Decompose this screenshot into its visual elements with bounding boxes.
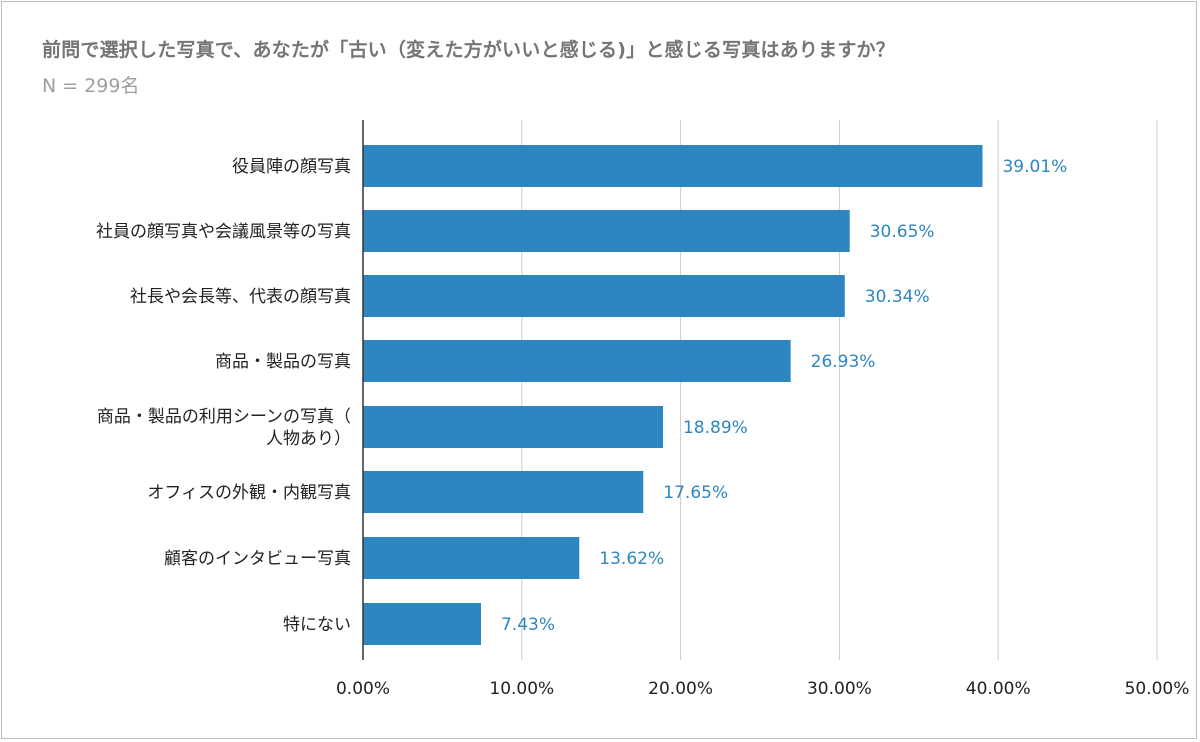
- data-label: 30.65%: [870, 222, 935, 242]
- x-tick-label: 20.00%: [648, 679, 713, 699]
- category-label: 顧客のインタビュー写真: [164, 549, 351, 569]
- data-label: 17.65%: [663, 483, 728, 503]
- x-tick-label: 40.00%: [966, 679, 1031, 699]
- chart-title: 前問で選択した写真で、あなたが「古い（変えた方がいいと感じる)」と感じる写真はあ…: [42, 39, 895, 61]
- bar: [363, 210, 850, 252]
- category-label: 商品・製品の写真: [215, 352, 351, 372]
- x-tick-label: 50.00%: [1125, 679, 1190, 699]
- data-label: 18.89%: [683, 418, 748, 438]
- category-label: 社長や会長等、代表の顔写真: [130, 287, 351, 307]
- category-label: 特にない: [283, 615, 351, 635]
- data-label: 30.34%: [865, 287, 930, 307]
- bar: [363, 406, 663, 448]
- x-tick-label: 0.00%: [336, 679, 390, 699]
- x-tick-label: 30.00%: [807, 679, 872, 699]
- data-label: 26.93%: [811, 352, 876, 372]
- data-label: 13.62%: [599, 549, 664, 569]
- bar: [363, 275, 845, 317]
- bar: [363, 603, 481, 645]
- category-label: オフィスの外観・内観写真: [147, 483, 351, 503]
- x-tick-label: 10.00%: [489, 679, 554, 699]
- data-label: 7.43%: [501, 615, 555, 635]
- category-label: 商品・製品の利用シーンの写真（: [97, 407, 351, 427]
- bar: [363, 537, 580, 579]
- bar: [363, 340, 791, 382]
- data-label: 39.01%: [1002, 157, 1067, 177]
- bar: [363, 145, 983, 187]
- category-label: 役員陣の顔写真: [232, 157, 351, 177]
- category-label: 人物あり）: [266, 429, 351, 449]
- category-label: 社員の顔写真や会議風景等の写真: [96, 222, 351, 242]
- bar: [363, 471, 644, 513]
- chart-subtitle: N = 299名: [42, 75, 140, 97]
